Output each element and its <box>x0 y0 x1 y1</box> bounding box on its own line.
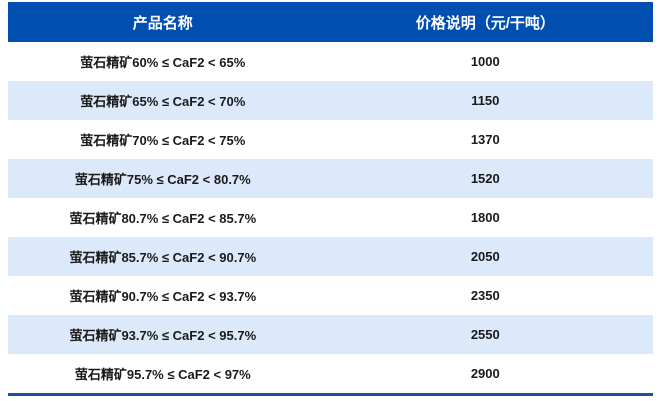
product-name-cell: 萤石精矿90.7% ≤ CaF2 < 93.7% <box>69 289 257 304</box>
product-name-cell: 萤石精矿85.7% ≤ CaF2 < 90.7% <box>69 250 257 265</box>
price-value-cell: 2050 <box>470 249 500 264</box>
table-row: 萤石精矿90.7% ≤ CaF2 < 93.7% 2350 <box>8 276 653 315</box>
table-row: 萤石精矿70% ≤ CaF2 < 75% 1370 <box>8 120 653 159</box>
table-row: 萤石精矿80.7% ≤ CaF2 < 85.7% 1800 <box>8 198 653 237</box>
table-header-row: 产品名称 价格说明（元/干吨） <box>8 2 653 42</box>
product-name-cell: 萤石精矿80.7% ≤ CaF2 < 85.7% <box>69 211 257 226</box>
price-value-cell: 1000 <box>470 54 500 69</box>
table-row: 萤石精矿85.7% ≤ CaF2 < 90.7% 2050 <box>8 237 653 276</box>
price-table: 产品名称 价格说明（元/干吨） 萤石精矿60% ≤ CaF2 < 65% 100… <box>8 2 653 396</box>
price-value-cell: 2900 <box>470 366 500 381</box>
price-value-cell: 1520 <box>470 171 500 186</box>
price-value-cell: 1370 <box>470 132 500 147</box>
table-row: 萤石精矿93.7% ≤ CaF2 < 95.7% 2550 <box>8 315 653 354</box>
product-name-cell: 萤石精矿70% ≤ CaF2 < 75% <box>80 133 246 148</box>
price-value-cell: 1800 <box>470 210 500 225</box>
table-row: 萤石精矿75% ≤ CaF2 < 80.7% 1520 <box>8 159 653 198</box>
price-value-cell: 2550 <box>470 327 500 342</box>
product-name-cell: 萤石精矿93.7% ≤ CaF2 < 95.7% <box>69 328 257 343</box>
table-body: 萤石精矿60% ≤ CaF2 < 65% 1000 萤石精矿65% ≤ CaF2… <box>8 42 653 393</box>
price-value-cell: 2350 <box>470 288 500 303</box>
header-cell-product-name: 产品名称 <box>132 14 193 32</box>
price-value-cell: 1150 <box>471 93 500 108</box>
product-name-cell: 萤石精矿60% ≤ CaF2 < 65% <box>80 55 246 70</box>
header-cell-price-description: 价格说明（元/干吨） <box>415 14 555 32</box>
table-row: 萤石精矿95.7% ≤ CaF2 < 97% 2900 <box>8 354 653 393</box>
table-row: 萤石精矿60% ≤ CaF2 < 65% 1000 <box>8 42 653 81</box>
product-name-cell: 萤石精矿65% ≤ CaF2 < 70% <box>80 94 246 109</box>
product-name-cell: 萤石精矿75% ≤ CaF2 < 80.7% <box>74 172 251 187</box>
table-row: 萤石精矿65% ≤ CaF2 < 70% 1150 <box>8 81 653 120</box>
product-name-cell: 萤石精矿95.7% ≤ CaF2 < 97% <box>74 367 251 382</box>
